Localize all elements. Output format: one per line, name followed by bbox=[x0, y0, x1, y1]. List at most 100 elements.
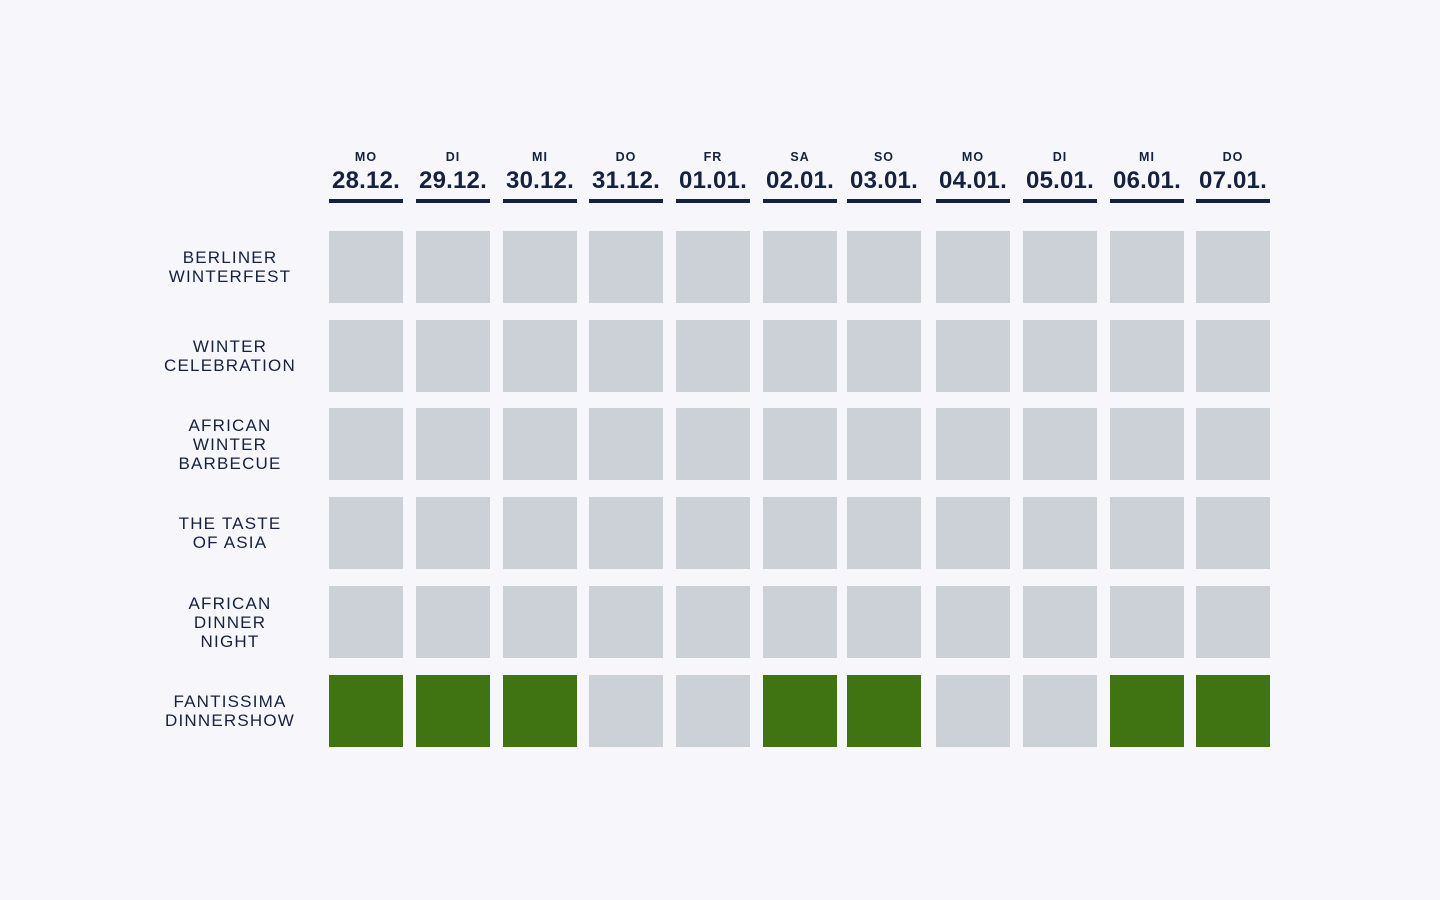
date-underline bbox=[936, 199, 1010, 203]
availability-cell-unavailable[interactable] bbox=[503, 231, 577, 303]
day-of-week-label: MO bbox=[354, 150, 378, 164]
day-of-week-label: DI bbox=[1052, 150, 1068, 164]
availability-cell-unavailable[interactable] bbox=[1196, 497, 1270, 569]
date-label: 07.01. bbox=[1199, 167, 1267, 194]
availability-cell-unavailable[interactable] bbox=[589, 231, 663, 303]
availability-cell-unavailable[interactable] bbox=[1110, 231, 1184, 303]
event-name-label: THE TASTE OF ASIA bbox=[140, 497, 320, 569]
availability-cell-unavailable[interactable] bbox=[329, 231, 403, 303]
event-name-label: WINTER CELEBRATION bbox=[140, 320, 320, 392]
availability-cell-unavailable[interactable] bbox=[676, 675, 750, 747]
date-underline bbox=[763, 199, 837, 203]
availability-cell-unavailable[interactable] bbox=[503, 320, 577, 392]
availability-cell-unavailable[interactable] bbox=[503, 497, 577, 569]
date-underline bbox=[676, 199, 750, 203]
day-header: MI 30.12. bbox=[503, 148, 577, 206]
availability-cell-unavailable[interactable] bbox=[329, 408, 403, 480]
availability-cell-unavailable[interactable] bbox=[1023, 497, 1097, 569]
availability-cell-unavailable[interactable] bbox=[329, 320, 403, 392]
availability-cell-unavailable[interactable] bbox=[1196, 231, 1270, 303]
availability-cell-unavailable[interactable] bbox=[416, 586, 490, 658]
availability-cell-unavailable[interactable] bbox=[763, 408, 837, 480]
availability-cell-unavailable[interactable] bbox=[1023, 586, 1097, 658]
availability-cell-unavailable[interactable] bbox=[1023, 320, 1097, 392]
availability-cell-unavailable[interactable] bbox=[1023, 408, 1097, 480]
availability-cell-available[interactable] bbox=[1110, 675, 1184, 747]
availability-cell-unavailable[interactable] bbox=[503, 408, 577, 480]
availability-cell-unavailable[interactable] bbox=[1023, 675, 1097, 747]
event-name-text: BERLINER WINTERFEST bbox=[168, 248, 292, 286]
availability-cell-unavailable[interactable] bbox=[1110, 408, 1184, 480]
availability-cell-unavailable[interactable] bbox=[763, 497, 837, 569]
availability-cell-available[interactable] bbox=[416, 675, 490, 747]
availability-cell-unavailable[interactable] bbox=[416, 497, 490, 569]
availability-cell-unavailable[interactable] bbox=[503, 586, 577, 658]
date-label: 06.01. bbox=[1113, 167, 1181, 194]
availability-cell-unavailable[interactable] bbox=[847, 497, 921, 569]
availability-cell-unavailable[interactable] bbox=[589, 497, 663, 569]
availability-cell-unavailable[interactable] bbox=[589, 586, 663, 658]
availability-cell-unavailable[interactable] bbox=[936, 320, 1010, 392]
date-underline bbox=[329, 199, 403, 203]
availability-cell-unavailable[interactable] bbox=[1023, 231, 1097, 303]
availability-cell-unavailable[interactable] bbox=[936, 231, 1010, 303]
availability-cell-unavailable[interactable] bbox=[936, 586, 1010, 658]
event-name-label: AFRICAN DINNER NIGHT bbox=[140, 586, 320, 658]
availability-cell-unavailable[interactable] bbox=[1196, 586, 1270, 658]
day-header: DI 29.12. bbox=[416, 148, 490, 206]
event-name-label: FANTISSIMA DINNERSHOW bbox=[140, 675, 320, 747]
day-of-week-label: FR bbox=[703, 150, 723, 164]
availability-cell-unavailable[interactable] bbox=[676, 320, 750, 392]
day-header: SA 02.01. bbox=[763, 148, 837, 206]
availability-cell-unavailable[interactable] bbox=[1196, 408, 1270, 480]
date-underline bbox=[847, 199, 921, 203]
availability-cell-unavailable[interactable] bbox=[416, 408, 490, 480]
event-name-label: BERLINER WINTERFEST bbox=[140, 231, 320, 303]
date-label: 28.12. bbox=[332, 167, 400, 194]
availability-cell-unavailable[interactable] bbox=[1110, 497, 1184, 569]
availability-cell-unavailable[interactable] bbox=[329, 497, 403, 569]
availability-cell-unavailable[interactable] bbox=[1110, 586, 1184, 658]
date-label: 03.01. bbox=[850, 167, 918, 194]
availability-cell-available[interactable] bbox=[503, 675, 577, 747]
availability-cell-unavailable[interactable] bbox=[589, 675, 663, 747]
availability-cell-available[interactable] bbox=[847, 675, 921, 747]
event-name-label: AFRICAN WINTER BARBECUE bbox=[140, 408, 320, 480]
availability-cell-unavailable[interactable] bbox=[676, 497, 750, 569]
availability-cell-unavailable[interactable] bbox=[936, 675, 1010, 747]
availability-cell-unavailable[interactable] bbox=[329, 586, 403, 658]
day-of-week-label: DO bbox=[615, 150, 637, 164]
availability-cell-unavailable[interactable] bbox=[416, 231, 490, 303]
availability-cell-available[interactable] bbox=[329, 675, 403, 747]
availability-cell-unavailable[interactable] bbox=[676, 231, 750, 303]
event-name-text: THE TASTE OF ASIA bbox=[178, 514, 282, 552]
availability-cell-unavailable[interactable] bbox=[847, 231, 921, 303]
availability-cell-unavailable[interactable] bbox=[847, 586, 921, 658]
availability-cell-unavailable[interactable] bbox=[589, 320, 663, 392]
availability-cell-unavailable[interactable] bbox=[936, 408, 1010, 480]
availability-cell-available[interactable] bbox=[763, 675, 837, 747]
day-header: MI 06.01. bbox=[1110, 148, 1184, 206]
availability-cell-unavailable[interactable] bbox=[1196, 320, 1270, 392]
availability-cell-unavailable[interactable] bbox=[936, 497, 1010, 569]
availability-cell-unavailable[interactable] bbox=[676, 408, 750, 480]
day-header: DO 31.12. bbox=[589, 148, 663, 206]
availability-cell-unavailable[interactable] bbox=[763, 586, 837, 658]
date-label: 01.01. bbox=[679, 167, 747, 194]
date-label: 29.12. bbox=[419, 167, 487, 194]
availability-cell-unavailable[interactable] bbox=[763, 320, 837, 392]
date-label: 04.01. bbox=[939, 167, 1007, 194]
day-of-week-label: MI bbox=[1139, 150, 1155, 164]
event-name-text: WINTER CELEBRATION bbox=[164, 337, 296, 375]
availability-cell-unavailable[interactable] bbox=[1110, 320, 1184, 392]
availability-cell-unavailable[interactable] bbox=[847, 408, 921, 480]
availability-cell-available[interactable] bbox=[1196, 675, 1270, 747]
availability-cell-unavailable[interactable] bbox=[589, 408, 663, 480]
availability-cell-unavailable[interactable] bbox=[763, 231, 837, 303]
availability-cell-unavailable[interactable] bbox=[847, 320, 921, 392]
availability-cell-unavailable[interactable] bbox=[676, 586, 750, 658]
day-header: DI 05.01. bbox=[1023, 148, 1097, 206]
availability-cell-unavailable[interactable] bbox=[416, 320, 490, 392]
day-header: MO 04.01. bbox=[936, 148, 1010, 206]
